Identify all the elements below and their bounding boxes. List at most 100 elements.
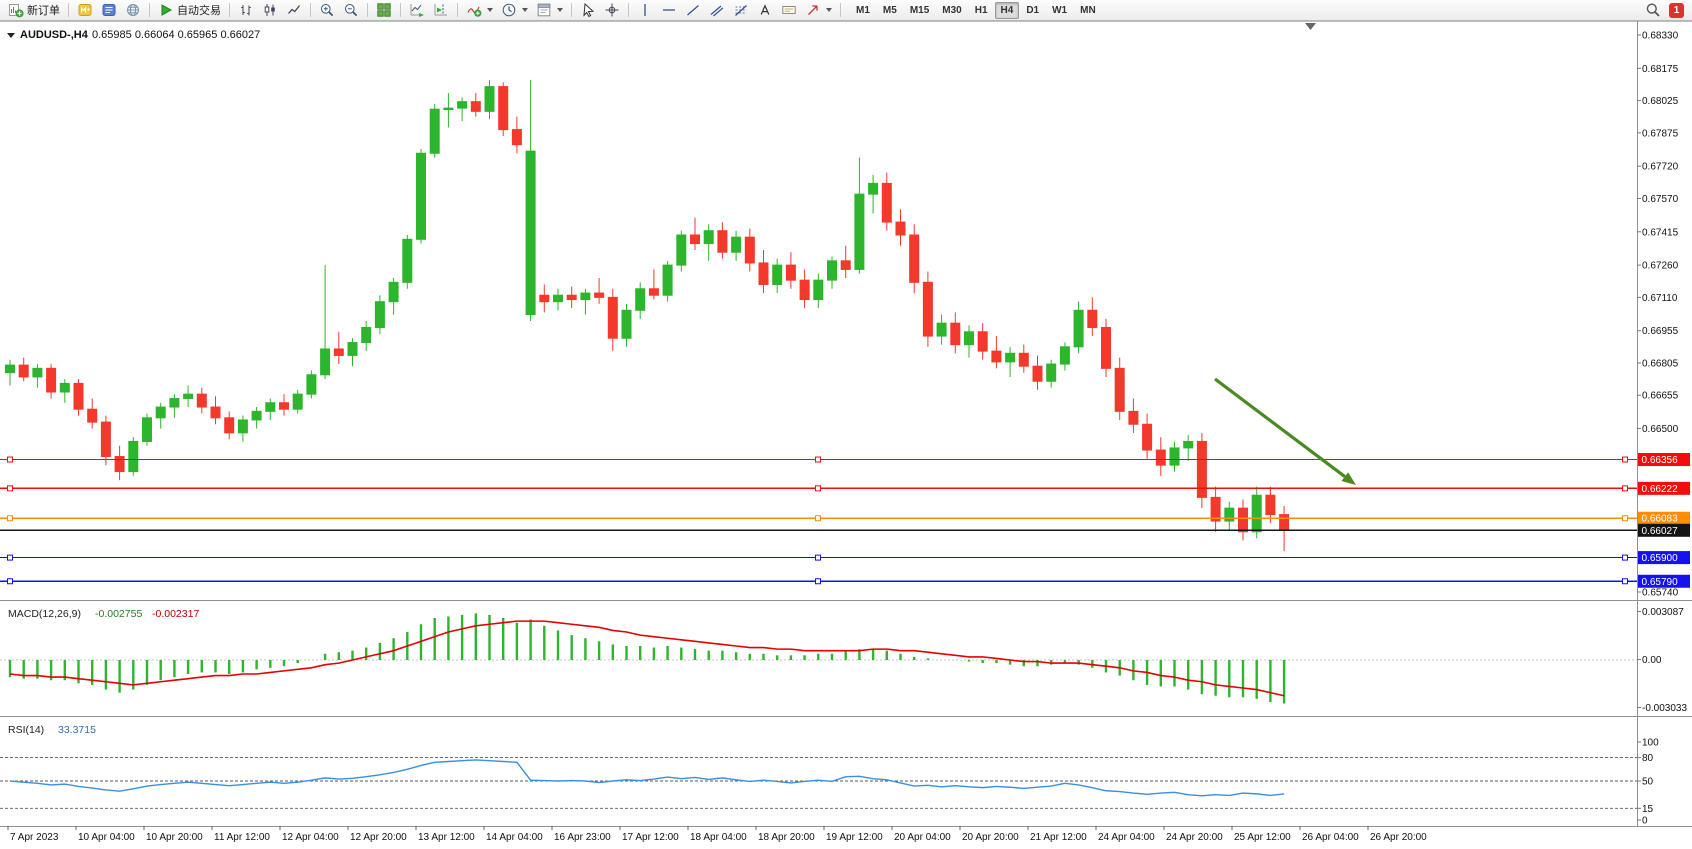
hline-handle[interactable] [815, 578, 821, 585]
price-axis-label: 0.67110 [1642, 293, 1678, 304]
channel-button[interactable] [706, 1, 728, 20]
hline-handle[interactable] [7, 554, 13, 561]
candle-down [498, 86, 509, 131]
crosshair-button[interactable] [601, 1, 623, 20]
notification-badge[interactable]: 1 [1669, 2, 1684, 18]
hline-handle[interactable] [815, 456, 821, 463]
candle-down [196, 393, 207, 408]
community-globe-icon [127, 4, 139, 16]
metaeditor-button[interactable] [98, 1, 120, 20]
text-label-button[interactable] [778, 1, 800, 20]
tf-m5[interactable]: M5 [882, 4, 897, 16]
candle-up [128, 440, 139, 473]
chart-shift-button[interactable] [430, 1, 452, 20]
chart-canvas[interactable]: 0.68330 0.68175 0.68025 0.67875 0.67720 0.675… [0, 21, 1692, 849]
rsi-line [9, 759, 1285, 797]
tile-windows-button[interactable] [373, 1, 395, 20]
candle-up [320, 348, 331, 376]
zoom-in-button[interactable] [316, 1, 338, 20]
hline-handle[interactable] [7, 456, 13, 463]
bar-chart-icon [241, 5, 251, 16]
candle-down [690, 234, 700, 245]
new-order-button[interactable]: 新订单 [5, 1, 63, 20]
tf-h4[interactable]: H4 [994, 1, 1020, 19]
candle-down [511, 129, 522, 146]
fibonacci-button[interactable] [730, 1, 752, 20]
candle-down [594, 292, 605, 298]
time-axis-label: 12 Apr 04:00 [282, 832, 339, 843]
time-axis-label: 10 Apr 20:00 [146, 832, 203, 843]
trendline-button[interactable] [682, 1, 704, 20]
price-axis-label: 0.67570 [1642, 194, 1679, 205]
tf-d1[interactable]: D1 [1026, 4, 1040, 16]
mql5-button[interactable] [74, 1, 96, 20]
hline-handle[interactable] [1622, 515, 1628, 522]
zoom-out-button[interactable] [340, 1, 362, 20]
time-axis-label: 17 Apr 12:00 [622, 832, 679, 843]
candle-down [1238, 507, 1248, 533]
candle-down [73, 382, 84, 410]
candle-up [1169, 447, 1180, 466]
candlestick-chart-button[interactable] [259, 1, 281, 20]
candle-down [279, 402, 289, 410]
chart-menu-triangle[interactable] [7, 33, 15, 38]
time-axis-label: 24 Apr 20:00 [1166, 832, 1223, 843]
price-axis-label: 0.67875 [1642, 128, 1679, 139]
hline-handle[interactable] [1622, 456, 1628, 463]
search-icon[interactable] [1645, 2, 1661, 18]
chart-shift-marker[interactable] [1305, 23, 1316, 30]
templates-button[interactable] [533, 1, 566, 20]
hline-handle[interactable] [1622, 554, 1628, 561]
text-button[interactable] [754, 1, 776, 20]
arrows-button[interactable] [802, 1, 835, 20]
periods-button[interactable] [498, 1, 531, 20]
rsi-axis-label: 0 [1642, 816, 1648, 827]
trend-arrow-line[interactable] [1214, 377, 1346, 478]
dropdown-caret [557, 8, 563, 12]
bar-chart-button[interactable] [235, 1, 257, 20]
separator [840, 3, 841, 17]
community-button[interactable] [122, 1, 144, 20]
tf-m15[interactable]: M15 [909, 4, 930, 16]
hline-handle[interactable] [7, 515, 13, 522]
horizontal-line-button[interactable] [658, 1, 680, 20]
time-axis-label: 12 Apr 20:00 [350, 832, 407, 843]
price-axis-label: 0.67415 [1642, 227, 1679, 238]
hline-handle[interactable] [7, 485, 13, 492]
chart-title-ohlc: 0.65985 0.66064 0.65965 0.66027 [92, 29, 260, 41]
line-chart-icon [288, 5, 301, 14]
candle-up [827, 260, 837, 281]
candle-down [333, 348, 344, 356]
cursor-button[interactable] [577, 1, 599, 20]
tf-mn[interactable]: MN [1080, 4, 1096, 16]
vertical-line-button[interactable] [634, 1, 656, 20]
candle-up [32, 367, 43, 378]
indicators-button[interactable] [463, 1, 496, 20]
price-axis-label: 0.67720 [1642, 162, 1679, 173]
candle-down [1032, 365, 1043, 382]
hline-handle[interactable] [1622, 578, 1628, 585]
tf-h1[interactable]: H1 [974, 4, 988, 16]
hline-handle[interactable] [7, 578, 13, 585]
candle-down [1018, 352, 1029, 367]
candle-up [374, 301, 385, 328]
candle-up [731, 236, 742, 253]
fibonacci-icon [735, 5, 747, 16]
candle-up [347, 342, 358, 356]
autoscroll-button[interactable] [406, 1, 428, 20]
candle-down [1101, 326, 1111, 369]
hline-handle[interactable] [1622, 485, 1628, 492]
hline-handle[interactable] [815, 554, 821, 561]
line-chart-button[interactable] [283, 1, 305, 20]
candle-up [484, 86, 495, 112]
hline-handle[interactable] [815, 515, 821, 522]
tf-m1[interactable]: M1 [856, 4, 870, 16]
hline-handle[interactable] [815, 485, 821, 492]
trend-arrow-head[interactable] [1341, 472, 1356, 485]
tf-w1[interactable]: W1 [1052, 4, 1068, 16]
autotrading-button[interactable]: 自动交易 [155, 1, 224, 20]
tf-m30[interactable]: M30 [942, 4, 962, 16]
candle-down [799, 279, 810, 301]
candle-up [237, 419, 248, 434]
macd-axis-label: 0.00 [1642, 655, 1662, 666]
